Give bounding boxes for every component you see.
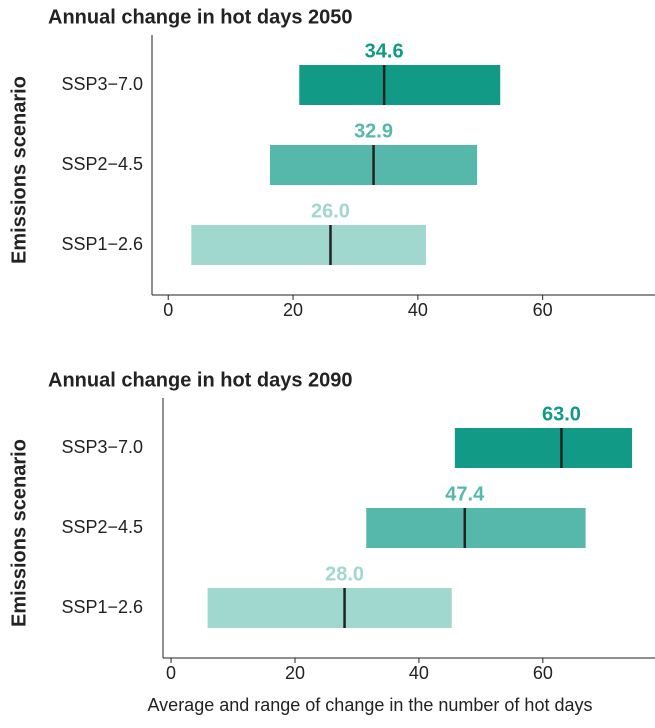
range-bar bbox=[191, 225, 426, 265]
value-label: 47.4 bbox=[445, 483, 485, 505]
x-tick-label: 20 bbox=[285, 663, 305, 683]
y-tick-label: SSP1−2.6 bbox=[61, 234, 143, 254]
y-tick-label: SSP2−4.5 bbox=[61, 517, 143, 537]
y-tick-label: SSP2−4.5 bbox=[61, 154, 143, 174]
value-label: 63.0 bbox=[542, 403, 581, 425]
value-label: 26.0 bbox=[311, 200, 350, 222]
y-tick-label: SSP3−7.0 bbox=[61, 437, 143, 457]
x-tick-label: 0 bbox=[163, 300, 173, 320]
x-tick-label: 20 bbox=[283, 300, 303, 320]
y-axis-label: Emissions scenario bbox=[8, 439, 30, 627]
range-bar bbox=[366, 508, 586, 548]
y-axis-label: Emissions scenario bbox=[8, 76, 30, 264]
y-tick-label: SSP1−2.6 bbox=[61, 597, 143, 617]
range-bar bbox=[454, 428, 633, 468]
value-label: 32.9 bbox=[354, 120, 393, 142]
chart-title: Annual change in hot days 2090 bbox=[48, 369, 353, 391]
range-bar bbox=[207, 588, 452, 628]
x-tick-label: 0 bbox=[166, 663, 176, 683]
x-tick-label: 60 bbox=[533, 300, 553, 320]
value-label: 28.0 bbox=[325, 563, 364, 585]
x-axis-label: Average and range of change in the numbe… bbox=[148, 695, 593, 715]
chart-title: Annual change in hot days 2050 bbox=[48, 6, 353, 28]
range-bar bbox=[299, 65, 501, 105]
value-label: 34.6 bbox=[365, 40, 404, 62]
x-tick-label: 40 bbox=[409, 663, 429, 683]
y-tick-label: SSP3−7.0 bbox=[61, 74, 143, 94]
x-tick-label: 40 bbox=[408, 300, 428, 320]
x-tick-label: 60 bbox=[533, 663, 553, 683]
